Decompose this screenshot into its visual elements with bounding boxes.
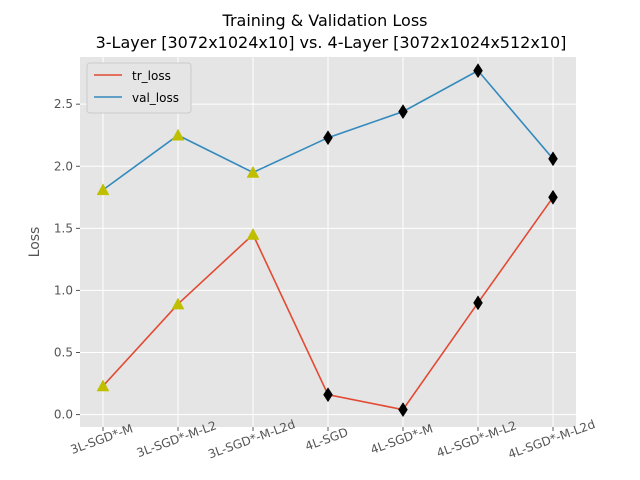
chart-title-line-1: Training & Validation Loss bbox=[222, 11, 428, 30]
y-tick-label: 1.0 bbox=[54, 283, 73, 297]
triangle-marker bbox=[246, 165, 260, 178]
legend-label-tr-loss: tr_loss bbox=[132, 69, 171, 83]
triangle-marker bbox=[96, 379, 110, 392]
diamond-marker bbox=[398, 402, 408, 418]
y-tick-label: 0.0 bbox=[54, 408, 73, 422]
diamond-marker bbox=[398, 104, 408, 120]
x-tick-label: 4L-SGD bbox=[303, 425, 350, 453]
y-tick-label: 2.0 bbox=[54, 159, 73, 173]
triangle-marker bbox=[96, 183, 110, 196]
y-axis-label: Loss bbox=[27, 227, 43, 258]
diamond-marker bbox=[548, 189, 558, 205]
legend-label-val-loss: val_loss bbox=[132, 91, 179, 105]
diamond-marker bbox=[323, 130, 333, 146]
y-tick-label: 2.5 bbox=[54, 97, 73, 111]
diamond-marker bbox=[473, 295, 483, 311]
data-markers bbox=[96, 63, 558, 418]
y-axis-ticks: 0.0 0.5 1.0 1.5 2.0 2.5 bbox=[54, 97, 80, 422]
chart-title-line-2: 3-Layer [3072x1024x10] vs. 4-Layer [3072… bbox=[96, 33, 567, 52]
grid-lines bbox=[80, 57, 576, 427]
legend: tr_loss val_loss bbox=[86, 62, 192, 114]
y-tick-label: 1.5 bbox=[54, 221, 73, 235]
diamond-marker bbox=[548, 151, 558, 167]
y-tick-label: 0.5 bbox=[54, 346, 73, 360]
diamond-marker bbox=[323, 387, 333, 403]
diamond-marker bbox=[473, 63, 483, 79]
triangle-marker bbox=[171, 297, 185, 310]
triangle-marker bbox=[246, 228, 260, 240]
triangle-marker bbox=[171, 128, 185, 141]
